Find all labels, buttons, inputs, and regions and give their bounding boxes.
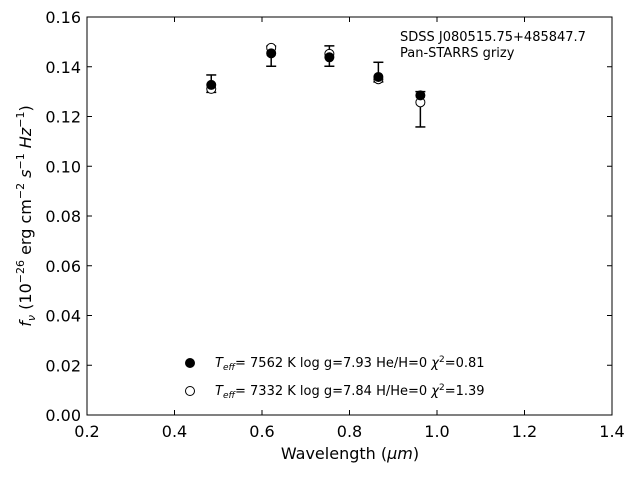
legend-entry-filled: Teff= 7562 K log g=7.93 He/H=0 χ2=0.81 [215,355,485,373]
x-tick-label: 1.0 [424,422,449,441]
x-axis-label: Wavelength (μm) [281,444,419,463]
y-tick-label: 0.02 [45,356,81,375]
y-tick-label: 0.12 [45,108,81,127]
x-tick-label: 0.2 [74,422,99,441]
plot-area-frame [86,16,613,416]
legend: Teff= 7562 K log g=7.93 He/H=0 χ2=0.81 T… [185,355,485,401]
y-tick-label: 0.06 [45,257,81,276]
legend-marker-filled [185,358,195,368]
ticks-layer: 0.2 0.4 0.6 0.8 1.0 1.2 1.4 0.00 0.02 0.04 0.06 0.0… [45,8,624,441]
y-tick-label: 0.14 [45,58,81,77]
errorbar-layer [206,45,426,128]
filled-data-point [373,71,384,82]
filled-data-point [206,79,217,90]
x-tick-label: 0.8 [337,422,362,441]
filled-data-point [266,48,277,59]
y-tick-label: 0.16 [45,8,81,27]
annotation-survey: Pan-STARRS grizy [400,46,515,61]
filled-data-point [324,52,335,63]
points-layer [206,42,426,108]
annotation-object: SDSS J080515.75+485847.7 [400,30,586,45]
x-tick-label: 0.4 [162,422,187,441]
y-axis-label: fν (10−26 erg cm−2 s−1 Hz−1) [14,105,38,326]
y-tick-label: 0.10 [45,157,81,176]
filled-data-point [415,90,426,101]
legend-entry-open: Teff= 7332 K log g=7.84 H/He=0 χ2=1.39 [215,383,485,401]
x-tick-label: 1.4 [599,422,624,441]
x-tick-label: 1.2 [512,422,537,441]
y-tick-label: 0.00 [45,406,81,425]
y-tick-label: 0.04 [45,307,81,326]
x-tick-label: 0.6 [249,422,274,441]
y-tick-label: 0.08 [45,207,81,226]
legend-marker-open [185,386,195,396]
